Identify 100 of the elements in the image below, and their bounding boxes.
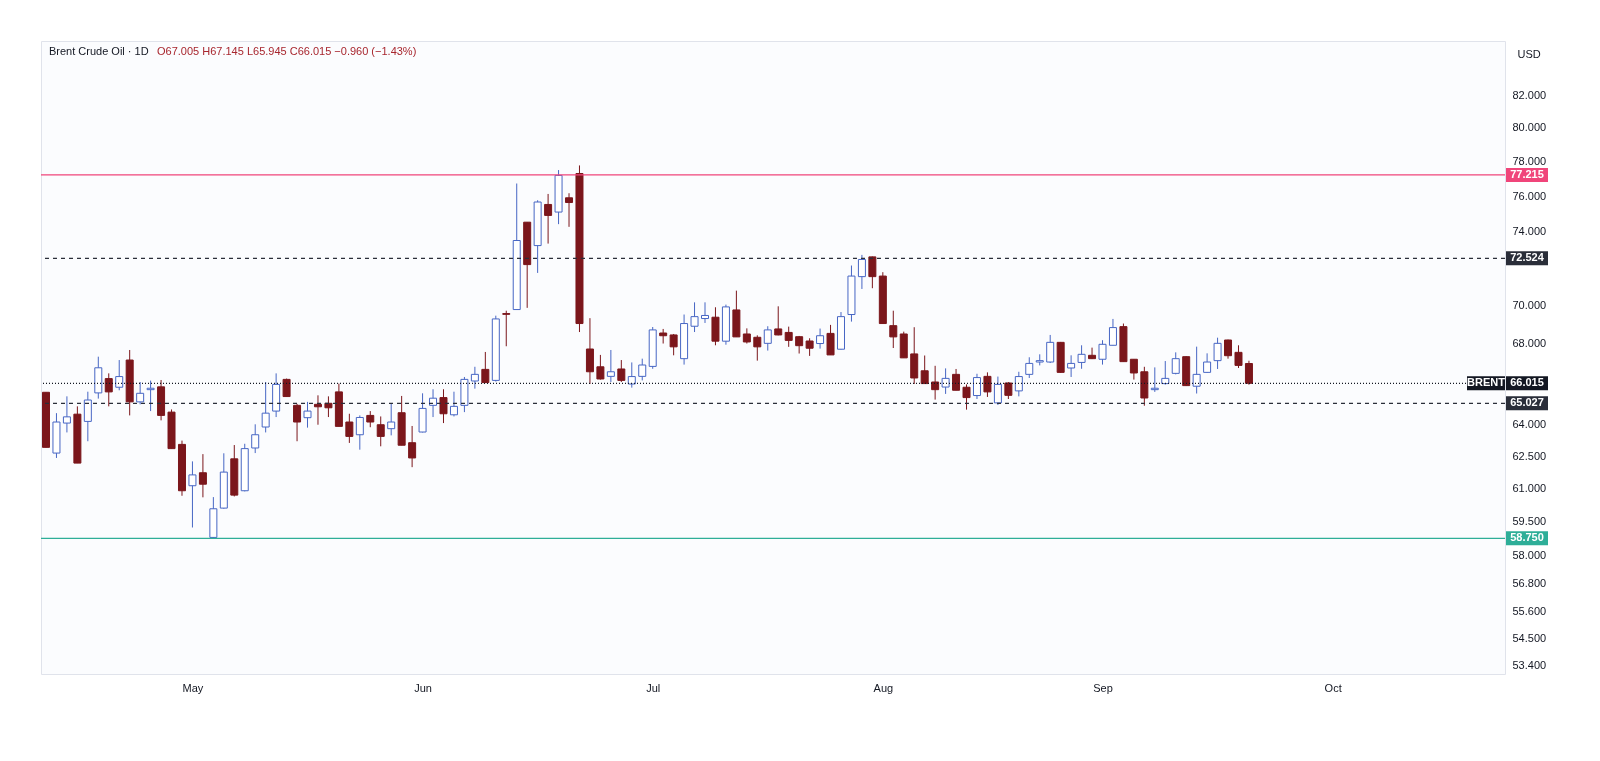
candlestick <box>293 403 302 442</box>
candlestick <box>1234 344 1243 369</box>
candlestick <box>993 376 1002 406</box>
candlestick <box>596 354 605 381</box>
candlestick <box>104 372 113 407</box>
candlestick <box>585 317 594 385</box>
annotation: BRENT <box>1467 376 1506 389</box>
y-tick-label: 70.000 <box>1512 298 1547 311</box>
candlestick <box>198 453 207 498</box>
candlestick <box>1108 318 1117 346</box>
candlestick <box>1088 347 1097 360</box>
candlestick <box>188 460 197 528</box>
ref-line-label: 65.027 <box>1510 396 1544 409</box>
candlestick <box>324 395 333 418</box>
candlestick <box>1224 339 1233 360</box>
candlestick <box>355 414 364 451</box>
candlestick <box>449 391 458 417</box>
y-tick-label: 82.000 <box>1512 88 1547 101</box>
candlestick <box>345 413 354 444</box>
y-tick-label: 74.000 <box>1512 225 1547 237</box>
candlestick <box>1244 360 1253 386</box>
candlestick <box>429 388 438 418</box>
y-tick-label: 78.000 <box>1512 155 1547 167</box>
candlestick <box>146 380 155 412</box>
candlestick <box>931 365 940 401</box>
candlestick <box>1203 352 1212 374</box>
candlestick <box>115 359 124 391</box>
candlestick <box>816 328 825 350</box>
ref-line-label: 77.215 <box>1510 167 1544 180</box>
candlestick <box>1098 339 1107 366</box>
y-tick-label: 59.500 <box>1512 514 1547 527</box>
candlestick <box>408 425 417 468</box>
candlestick <box>784 326 793 348</box>
candlestick <box>627 361 636 389</box>
candlestick <box>376 415 385 447</box>
candlestick <box>638 358 647 381</box>
candlestick <box>868 256 877 289</box>
candlestick <box>617 359 626 383</box>
candlestick <box>972 373 981 400</box>
candlestick <box>544 193 553 245</box>
candlestick <box>1213 337 1222 370</box>
candlestick <box>83 391 92 442</box>
candlestick <box>261 381 270 433</box>
x-tick-label: Jul <box>646 681 661 694</box>
candlestick <box>136 381 145 405</box>
y-tick-label: 61.000 <box>1512 481 1547 494</box>
candlestick <box>502 310 511 347</box>
candlestick <box>387 403 396 436</box>
candlestick <box>606 349 615 383</box>
ref-line-label: 66.015 <box>1510 376 1544 389</box>
x-tick-label: Aug <box>873 681 894 694</box>
candlestick <box>857 254 866 290</box>
candlestick <box>470 366 479 390</box>
candlestick <box>826 324 835 356</box>
ref-line-label: 58.750 <box>1510 531 1544 544</box>
candlestick <box>1161 360 1170 386</box>
y-tick-label: 58.000 <box>1512 548 1547 561</box>
candlestick <box>983 371 992 398</box>
candlestick <box>962 383 971 411</box>
candlestick <box>303 401 312 429</box>
candlestick <box>701 301 710 324</box>
chart-subtitle: O67.005 H67.145 L65.945 C66.015 −0.960 (−1.43%) <box>157 45 417 57</box>
candlestick <box>920 355 929 385</box>
y-axis-title: USD <box>1517 47 1541 60</box>
candlestick <box>899 331 908 359</box>
y-tick-label: 55.600 <box>1512 605 1547 618</box>
x-tick-label: May <box>182 681 204 694</box>
candlestick <box>418 392 427 433</box>
candlestick <box>952 368 961 391</box>
candlestick <box>889 310 898 349</box>
candlestick <box>1077 344 1086 370</box>
chart-title: Brent Crude Oil · 1D <box>49 45 149 57</box>
x-tick-label: Sep <box>1093 681 1113 694</box>
candlestick <box>62 395 71 433</box>
x-tick-label: Jun <box>414 681 432 694</box>
candlestick <box>565 192 574 228</box>
ref-line-label: 72.524 <box>1510 251 1545 264</box>
candlestick <box>763 325 772 352</box>
candlestick <box>774 305 783 336</box>
candlestick <box>481 351 490 384</box>
candlestick <box>1067 354 1076 378</box>
candlestick <box>753 334 762 362</box>
candlestick <box>1192 346 1201 395</box>
y-tick-label: 64.000 <box>1512 418 1547 431</box>
y-tick-label: 80.000 <box>1512 121 1547 134</box>
candlestick <box>439 388 448 424</box>
candlestick <box>711 306 720 346</box>
y-tick-label: 54.500 <box>1512 631 1547 644</box>
candlestick <box>1046 334 1055 364</box>
y-tick-label: 68.000 <box>1512 337 1547 350</box>
candlestick <box>1025 356 1034 379</box>
x-tick-label: Oct <box>1324 681 1342 694</box>
y-tick-label: 53.400 <box>1512 658 1547 671</box>
candlestick <box>690 301 699 333</box>
candlestick <box>251 423 260 454</box>
candlestick <box>941 367 950 395</box>
y-tick-label: 62.500 <box>1512 449 1547 462</box>
candlestick <box>1014 371 1023 397</box>
y-tick-label: 76.000 <box>1512 189 1547 202</box>
candlestick <box>1129 358 1138 381</box>
